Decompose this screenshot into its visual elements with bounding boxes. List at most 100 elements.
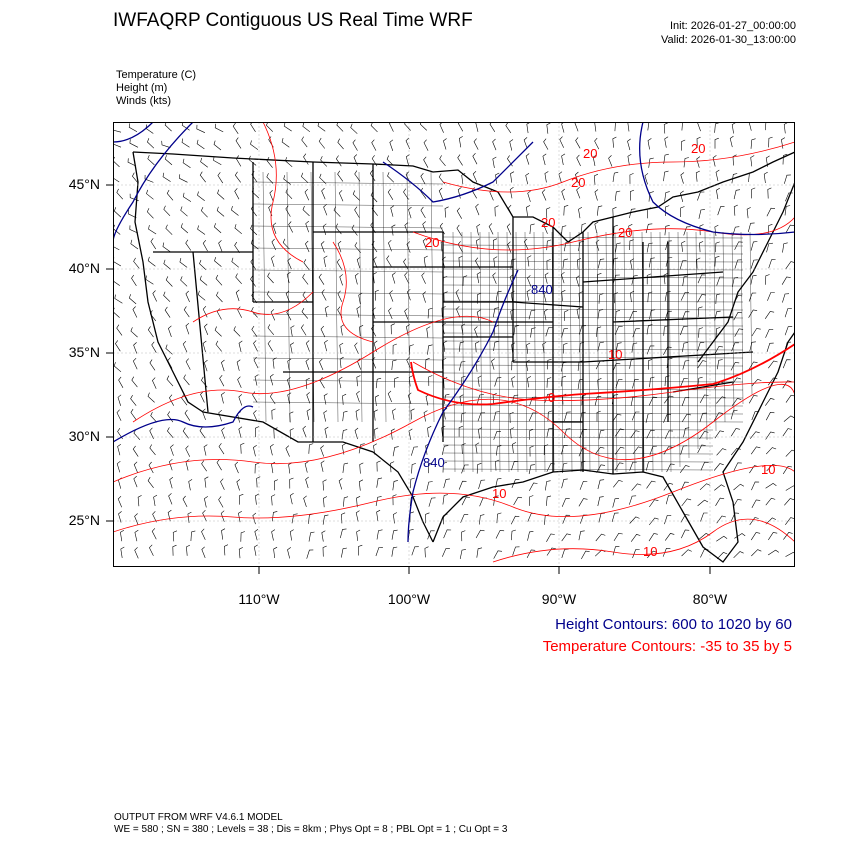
freezing-line <box>410 343 795 406</box>
wind-barb <box>488 223 494 235</box>
wind-barb <box>266 173 274 184</box>
wind-barb <box>182 495 188 508</box>
wind-barb <box>354 273 359 285</box>
wind-barb <box>185 358 191 370</box>
wind-barb <box>458 361 466 371</box>
wind-barb <box>461 530 466 542</box>
temperature-contour-label: 10 <box>492 486 506 501</box>
wind-barb <box>285 157 293 168</box>
wind-barb <box>506 223 512 235</box>
wind-barb <box>613 479 623 488</box>
wind-barb <box>200 157 208 168</box>
wind-barb <box>352 139 358 151</box>
wind-barb <box>113 177 120 183</box>
wind-barb <box>543 138 549 150</box>
wind-barb <box>699 224 704 236</box>
wind-barb <box>338 190 344 202</box>
wind-barb <box>598 293 604 304</box>
wind-barb <box>267 324 275 335</box>
wind-barb <box>474 326 478 338</box>
wind-barb <box>162 242 171 252</box>
wind-barb <box>784 308 792 318</box>
wind-barb <box>663 414 672 423</box>
wind-barb <box>406 324 410 336</box>
wind-barb <box>287 358 292 371</box>
wind-barb <box>409 477 415 489</box>
wind-barb <box>113 362 122 373</box>
wind-barb <box>645 223 653 234</box>
wind-barb <box>785 394 795 403</box>
wind-barb <box>749 517 759 526</box>
wind-barb <box>647 122 650 131</box>
height-contours <box>113 122 795 543</box>
wind-barb <box>188 479 193 491</box>
wind-barb <box>305 377 310 389</box>
wind-barb <box>750 138 756 149</box>
wind-barb <box>180 223 189 234</box>
wind-barb <box>168 458 173 471</box>
wind-barb <box>527 512 536 522</box>
wind-barb <box>696 136 701 148</box>
wind-barb <box>682 342 689 352</box>
wind-barb <box>748 122 752 131</box>
wind-barb <box>782 380 792 389</box>
wind-barb <box>576 154 581 167</box>
wind-barb <box>785 224 795 234</box>
wind-barb <box>597 273 602 284</box>
wind-barb <box>282 238 290 250</box>
wind-barb <box>496 512 502 524</box>
wind-barb <box>152 290 157 302</box>
wind-barb <box>376 477 383 488</box>
wind-barb <box>612 498 620 508</box>
wind-barb <box>354 170 361 182</box>
wind-barb <box>456 207 462 219</box>
wind-barb <box>766 342 774 352</box>
wind-barb <box>133 257 140 269</box>
wind-barb <box>355 510 360 522</box>
wind-barb <box>358 544 363 556</box>
wind-barb <box>476 224 481 236</box>
wind-barb <box>354 206 360 218</box>
wind-barb <box>256 476 261 488</box>
wind-barb <box>648 257 655 268</box>
wind-barb <box>114 294 123 304</box>
wind-barb <box>697 360 707 369</box>
wind-barb <box>218 240 223 252</box>
wind-barb <box>472 152 478 165</box>
wind-barb <box>339 274 343 286</box>
wind-barb <box>337 170 344 182</box>
wind-barb <box>664 225 670 236</box>
temperature-contours <box>113 122 795 563</box>
wind-barb <box>697 306 703 318</box>
wind-barb <box>148 461 154 474</box>
wind-barb <box>458 122 464 132</box>
wind-barb <box>267 340 273 352</box>
wind-barb <box>581 394 587 406</box>
wind-barb <box>215 340 222 352</box>
wind-barb <box>308 443 314 454</box>
wind-barb <box>627 138 631 151</box>
wind-barb <box>289 411 294 423</box>
wind-barb <box>251 325 258 337</box>
wind-barb <box>405 137 410 150</box>
wind-barb <box>714 256 720 267</box>
model-config-footer: WE = 580 ; SN = 380 ; Levels = 38 ; Dis … <box>114 824 508 835</box>
wind-barb <box>680 445 688 455</box>
wind-barb <box>342 462 349 473</box>
weather-map: 840 840 20 20 20 20 20 20 10 0 10 10 10 <box>113 122 795 567</box>
wind-barb <box>423 156 429 168</box>
wind-barb <box>250 205 257 217</box>
wind-barb <box>128 123 138 133</box>
wind-barb <box>266 122 274 132</box>
wind-barb <box>512 442 517 454</box>
wind-barb <box>648 396 658 406</box>
wind-barb <box>216 291 223 303</box>
lat-label-35: 35°N <box>68 344 100 360</box>
wind-barb <box>202 408 206 421</box>
wind-barb <box>751 549 762 557</box>
wind-barb <box>698 209 705 219</box>
wind-barb <box>783 415 795 422</box>
temperature-variable-label: Temperature (C) <box>116 69 197 81</box>
wind-barb <box>197 290 206 301</box>
wind-barb <box>301 172 309 183</box>
